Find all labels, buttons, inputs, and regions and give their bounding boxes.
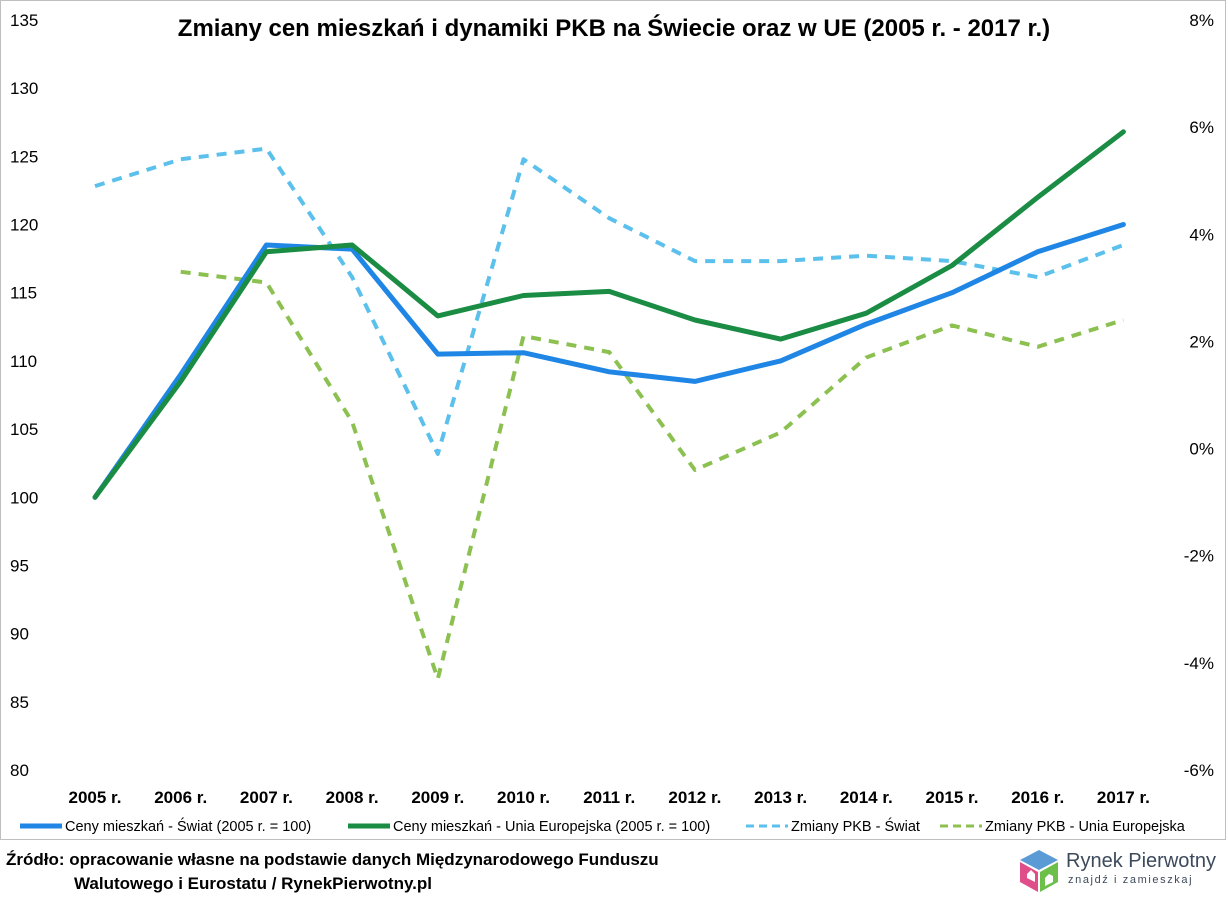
x-axis-ticks: 2005 r. 2006 r. 2007 r. 2008 r. 2009 r. 2010 …: [69, 788, 1150, 807]
left-tick-label: 130: [10, 79, 38, 98]
left-tick-label: 85: [10, 693, 29, 712]
x-tick-label: 2010 r.: [497, 788, 550, 807]
right-tick-label: 0%: [1189, 440, 1214, 459]
source-note: Źródło: opracowanie własne na podstawie …: [6, 848, 659, 896]
left-tick-label: 110: [10, 352, 37, 371]
right-tick-label: 2%: [1189, 332, 1214, 351]
series-line-3: [94, 146, 1125, 456]
left-tick-label: 100: [10, 488, 38, 507]
x-tick-label: 2007 r.: [240, 788, 293, 807]
right-tick-label: 4%: [1189, 225, 1214, 244]
left-tick-label: 125: [10, 147, 38, 166]
legend-label-2: Ceny mieszkań - Unia Europejska (2005 r.…: [393, 819, 710, 835]
x-tick-label: 2015 r.: [926, 788, 979, 807]
house-cube-icon: [1020, 850, 1058, 892]
legend-label-1: Ceny mieszkań - Świat (2005 r. = 100): [65, 817, 311, 835]
right-tick-label: 6%: [1189, 118, 1214, 137]
right-tick-label: -2%: [1184, 547, 1214, 566]
left-tick-label: 80: [10, 761, 29, 780]
left-tick-label: 135: [10, 11, 38, 30]
x-tick-label: 2016 r.: [1011, 788, 1064, 807]
x-tick-label: 2006 r.: [154, 788, 207, 807]
x-tick-label: 2005 r.: [69, 788, 122, 807]
right-tick-label: 8%: [1189, 11, 1214, 30]
logo-tagline: znajdź i zamieszkaj: [1068, 874, 1194, 886]
source-line-2: Walutowego i Eurostatu / RynekPierwotny.…: [74, 874, 432, 893]
x-tick-label: 2017 r.: [1097, 788, 1150, 807]
source-line-1: Źródło: opracowanie własne na podstawie …: [6, 850, 659, 869]
right-axis-ticks: -6% -4% -2% 0% 2% 4% 6% 8%: [1184, 11, 1214, 780]
x-tick-label: 2011 r.: [583, 788, 635, 807]
rynek-pierwotny-logo[interactable]: Rynek Pierwotny znajdź i zamieszkaj: [1016, 848, 1226, 894]
x-tick-label: 2014 r.: [840, 788, 893, 807]
chart: Zmiany cen mieszkań i dynamiki PKB na Św…: [10, 11, 1214, 835]
legend-label-3: Zmiany PKB - Świat: [791, 817, 920, 835]
legend-label-4: Zmiany PKB - Unia Europejska: [985, 819, 1186, 835]
chart-title: Zmiany cen mieszkań i dynamiki PKB na Św…: [178, 14, 1050, 42]
left-tick-label: 120: [10, 216, 38, 235]
left-tick-label: 90: [10, 625, 29, 644]
left-tick-label: 115: [10, 284, 37, 303]
legend: Ceny mieszkań - Świat (2005 r. = 100) Cen…: [20, 817, 1186, 835]
right-tick-label: -6%: [1184, 761, 1214, 780]
series-lines: [92, 129, 1126, 681]
left-tick-label: 95: [10, 556, 29, 575]
left-axis-ticks: 80 85 90 95 100 105 110 115 120 125 130 135: [10, 11, 38, 780]
series-line-1: [92, 222, 1126, 500]
x-tick-label: 2013 r.: [754, 788, 807, 807]
series-line-2: [92, 129, 1126, 500]
series-line-4: [180, 269, 1124, 681]
x-tick-label: 2009 r.: [411, 788, 464, 807]
logo-name: Rynek Pierwotny: [1066, 850, 1217, 872]
chart-frame: [0, 0, 1226, 840]
x-tick-label: 2008 r.: [326, 788, 379, 807]
x-tick-label: 2012 r.: [668, 788, 721, 807]
right-tick-label: -4%: [1184, 654, 1214, 673]
left-tick-label: 105: [10, 420, 38, 439]
